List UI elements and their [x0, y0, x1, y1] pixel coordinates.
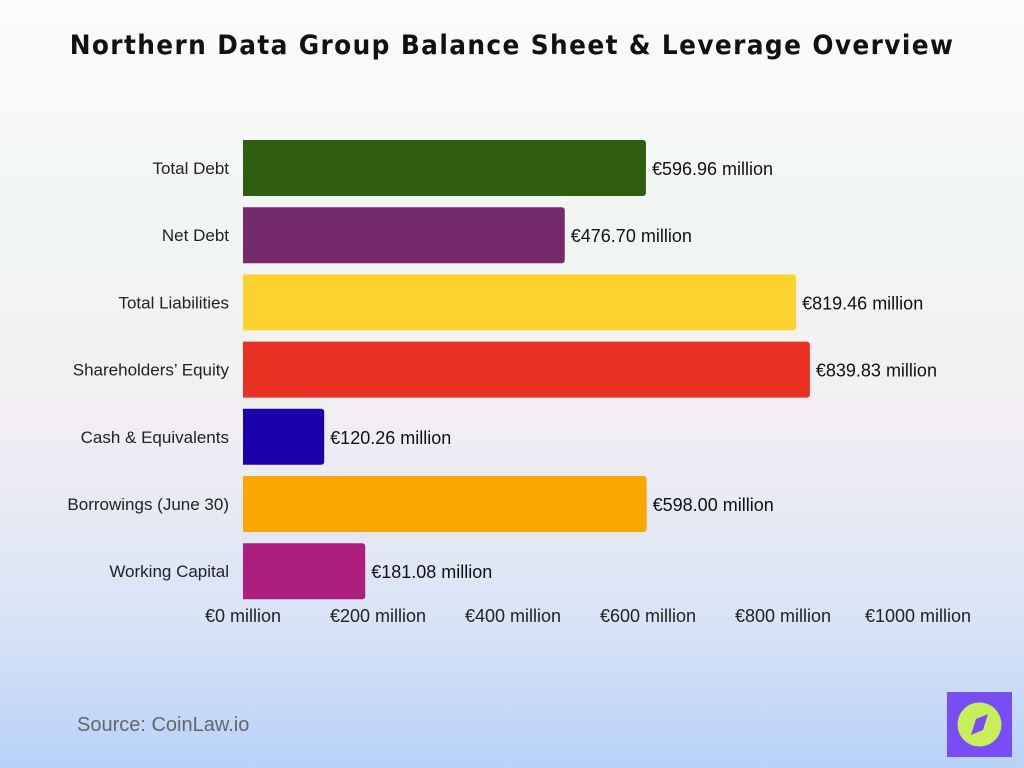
data-label: €596.96 million — [652, 159, 773, 179]
x-tick-label: €0 million — [205, 606, 281, 626]
chart-title: Northern Data Group Balance Sheet & Leve… — [69, 30, 955, 61]
data-label: €120.26 million — [330, 428, 451, 448]
bar — [243, 341, 810, 398]
category-label: Net Debt — [162, 226, 229, 245]
data-label: €839.83 million — [816, 361, 937, 381]
x-tick-label: €600 million — [600, 606, 696, 626]
x-tick-label: €200 million — [330, 606, 426, 626]
category-label: Borrowings (June 30) — [67, 495, 229, 514]
x-tick-label: €1000 million — [865, 606, 971, 626]
data-label: €819.46 million — [802, 293, 923, 313]
compass-logo — [947, 692, 1012, 757]
x-tick-label: €800 million — [735, 606, 831, 626]
bar — [243, 476, 647, 532]
data-label: €598.00 million — [653, 495, 774, 515]
category-label: Shareholders’ Equity — [73, 361, 230, 380]
category-label: Total Debt — [152, 159, 229, 178]
bar — [243, 140, 646, 196]
bar — [243, 274, 797, 331]
bar — [243, 408, 325, 465]
bar-chart: Total Debt €596.96 million Net Debt €476.70… — [67, 140, 971, 626]
category-label: Cash & Equivalents — [81, 428, 229, 447]
compass-icon — [957, 702, 1002, 747]
category-label: Total Liabilities — [118, 293, 229, 312]
category-label: Working Capital — [109, 562, 229, 581]
data-label: €476.70 million — [571, 226, 692, 246]
bar — [242, 207, 565, 264]
bar — [243, 543, 366, 600]
x-tick-label: €400 million — [465, 606, 561, 626]
data-label: €181.08 million — [371, 562, 492, 582]
source-text: Source: CoinLaw.io — [77, 714, 250, 736]
